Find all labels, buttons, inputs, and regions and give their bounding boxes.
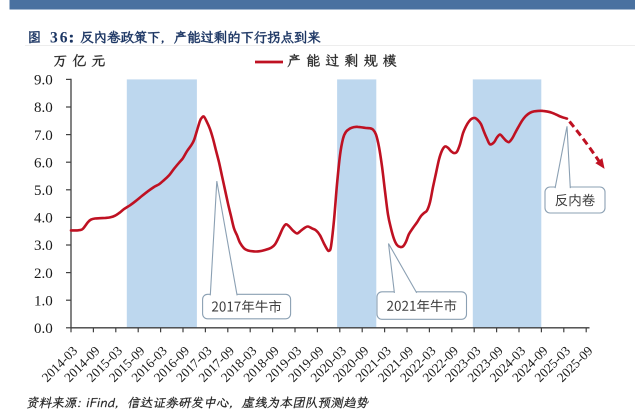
svg-text:36: 36 — [50, 30, 70, 47]
svg-text:0.0: 0.0 — [34, 321, 53, 337]
svg-text:9.0: 9.0 — [34, 73, 53, 89]
svg-text:8.0: 8.0 — [34, 100, 53, 116]
svg-text:3.0: 3.0 — [34, 238, 53, 254]
svg-text:4.0: 4.0 — [34, 211, 53, 227]
svg-text:5.0: 5.0 — [34, 183, 53, 199]
svg-text:6.0: 6.0 — [34, 155, 53, 171]
svg-text:1.0: 1.0 — [34, 293, 53, 309]
svg-text:7.0: 7.0 — [34, 128, 53, 144]
svg-text:2.0: 2.0 — [34, 266, 53, 282]
